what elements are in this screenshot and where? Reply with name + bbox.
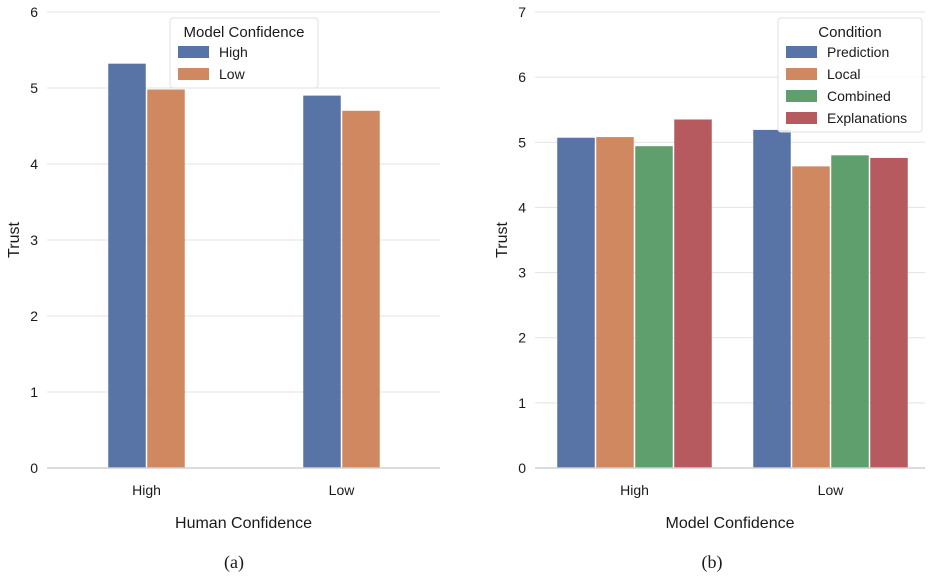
y-tick-label: 4 [518,199,526,215]
panel-b-y-ticks: 0 1 2 3 4 5 6 7 [518,4,526,476]
x-tick-label: High [132,482,161,498]
legend-swatch-local [786,68,817,80]
y-tick-label: 5 [30,80,38,96]
bar-high-low [147,89,185,469]
y-tick-label: 1 [518,395,526,411]
legend-swatch-combined [786,90,817,102]
bar-high-high [108,63,146,469]
panel-a-caption: (a) [224,552,244,573]
bar-low-explanations [870,157,908,469]
y-tick-label: 2 [518,330,526,346]
y-tick-label: 6 [518,69,526,85]
y-tick-label: 0 [30,460,38,476]
bar-low-prediction [753,129,791,468]
legend-label-explanations: Explanations [827,110,907,126]
panel-b-y-axis-label: Trust [494,222,511,258]
y-tick-label: 3 [30,232,38,248]
legend-label-combined: Combined [827,88,891,104]
bar-high-prediction [557,137,595,468]
panel-b-x-ticks: High Low [620,482,844,498]
panel-b-x-axis-label: Model Confidence [666,515,795,532]
bar-low-combined [831,155,869,469]
legend-swatch-high [178,46,209,58]
x-tick-label: Low [329,482,356,498]
legend-title: Model Confidence [184,24,305,41]
panel-a-bars [108,63,380,469]
y-tick-label: 7 [518,4,526,20]
x-tick-label: High [620,482,649,498]
bar-high-local [596,137,634,468]
panel-a-x-ticks: High Low [132,482,355,498]
legend-label-high: High [219,44,248,60]
panel-b-legend: Condition Prediction Local Combined Explanat… [777,17,923,133]
y-tick-label: 3 [518,265,526,281]
x-tick-label: Low [818,482,845,498]
legend-label-prediction: Prediction [827,44,889,60]
y-tick-label: 4 [30,156,38,172]
panel-a-x-axis-label: Human Confidence [175,515,312,532]
panel-b-bars [557,119,908,469]
legend-title: Condition [818,24,881,41]
panel-b-caption: (b) [702,552,723,573]
legend-label-low: Low [219,66,246,82]
bar-low-high [303,95,341,468]
legend-swatch-explanations [786,112,817,124]
bar-high-explanations [674,119,712,468]
panel-a-chart: 0 1 2 3 4 5 6 High Low Trust Human Confidence M… [6,4,440,573]
panel-a-y-axis-label: Trust [6,222,23,258]
y-tick-label: 6 [30,4,38,20]
panel-a-y-ticks: 0 1 2 3 4 5 6 [30,4,38,476]
legend-swatch-low [178,68,209,80]
panel-a-legend: Model Confidence High Low [169,17,319,89]
legend-label-local: Local [827,66,860,82]
legend-swatch-prediction [786,46,817,58]
y-tick-label: 2 [30,308,38,324]
bar-low-local [792,166,830,469]
y-tick-label: 1 [30,384,38,400]
bar-high-combined [635,146,673,469]
bar-low-low [342,110,380,469]
y-tick-label: 0 [518,460,526,476]
y-tick-label: 5 [518,134,526,150]
